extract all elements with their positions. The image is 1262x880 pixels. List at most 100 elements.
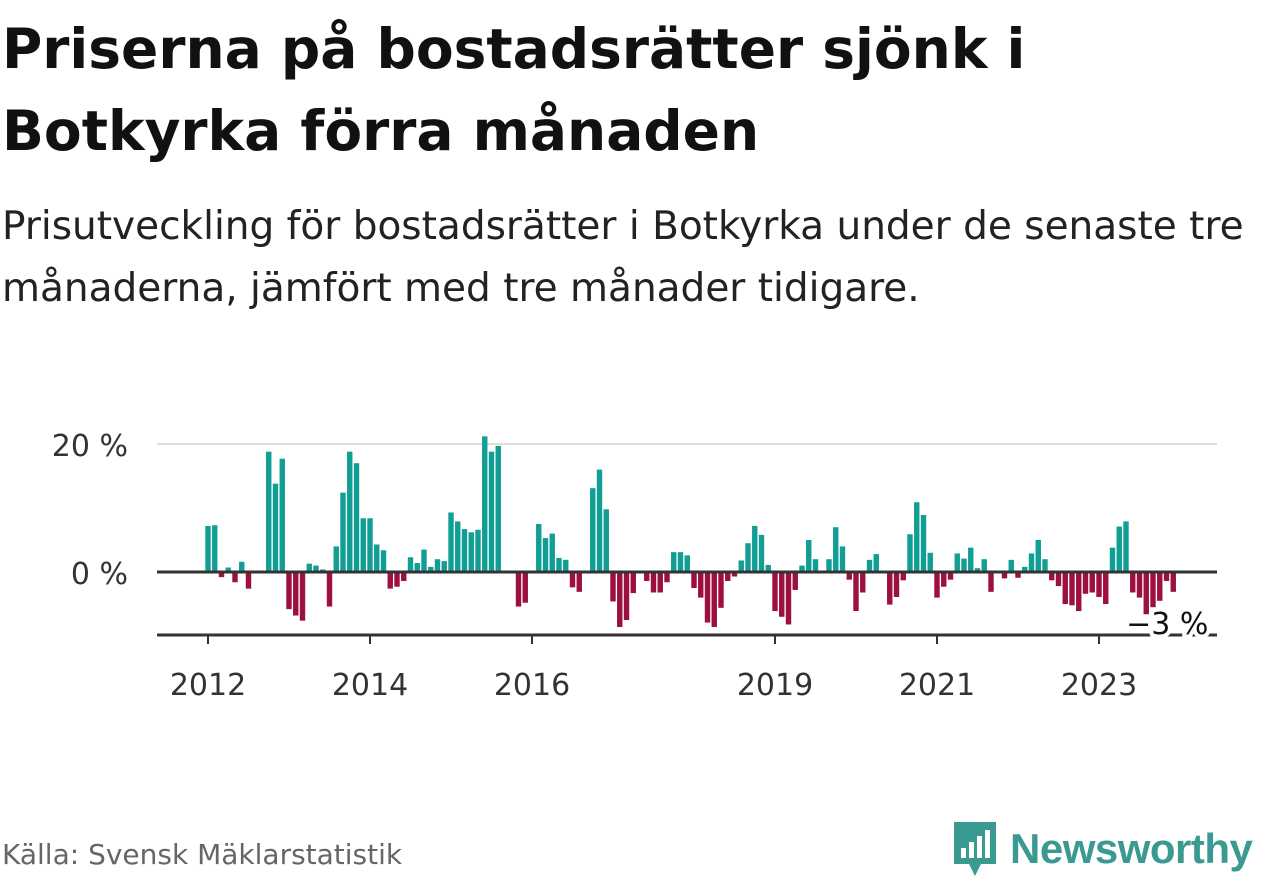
bar xyxy=(367,518,373,572)
bar xyxy=(893,572,900,597)
bar xyxy=(671,552,677,572)
bar xyxy=(934,572,940,598)
bar xyxy=(610,572,616,602)
bar-chart: 0 %20 %2012 2014 2016 2019 2021 2023−3 %−3 % xyxy=(52,429,1217,703)
bar xyxy=(657,572,663,593)
bar xyxy=(853,572,859,612)
bar xyxy=(299,572,306,621)
bar xyxy=(765,564,771,572)
axis-labels: 0 %20 %2012 2014 2016 2019 2021 2023−3 %−3 % xyxy=(52,429,1213,703)
bar xyxy=(792,572,798,590)
bar xyxy=(873,554,879,572)
bar xyxy=(360,518,366,572)
x-tick-label: 2019 xyxy=(737,668,813,703)
bar xyxy=(1035,540,1041,572)
bar xyxy=(920,515,927,572)
bar xyxy=(286,572,292,610)
bar xyxy=(326,572,333,607)
bar xyxy=(394,572,400,587)
bar xyxy=(758,534,765,572)
bar xyxy=(1103,572,1109,604)
bar xyxy=(306,563,312,572)
bar xyxy=(1096,572,1102,597)
bar xyxy=(826,559,832,572)
bar xyxy=(704,572,711,623)
bar xyxy=(1082,572,1089,594)
bar xyxy=(293,572,299,616)
bar xyxy=(1015,572,1021,578)
bar xyxy=(907,534,913,572)
bar xyxy=(623,572,630,620)
bar xyxy=(1042,559,1048,572)
bar xyxy=(745,543,751,572)
bar xyxy=(738,560,744,572)
bar xyxy=(1130,572,1136,593)
bar xyxy=(549,533,555,572)
bar xyxy=(475,529,481,572)
bar xyxy=(772,572,778,612)
bar xyxy=(1116,526,1122,572)
bar xyxy=(374,544,380,572)
x-tick-label: 2012 xyxy=(170,668,246,703)
bar xyxy=(617,572,623,628)
bar xyxy=(630,572,636,594)
bar xyxy=(387,572,393,589)
bar xyxy=(212,525,218,572)
bar xyxy=(1022,566,1028,572)
bar xyxy=(1055,572,1062,587)
bar xyxy=(333,546,339,572)
bar xyxy=(806,540,812,572)
bar xyxy=(1076,572,1082,612)
bar xyxy=(1089,572,1095,593)
bar xyxy=(279,458,285,572)
bar xyxy=(900,572,906,581)
brand-name: Newsworthy xyxy=(1010,825,1253,872)
bars xyxy=(205,436,1176,628)
bar xyxy=(1008,559,1014,572)
bar xyxy=(603,509,609,572)
bar xyxy=(718,572,724,608)
bar xyxy=(968,547,974,572)
bar xyxy=(650,572,657,593)
bar xyxy=(428,566,434,572)
chart-title: Priserna på bostadsrätter sjönk i Botkyr… xyxy=(2,17,1026,163)
newsworthy-logo: Newsworthy xyxy=(950,818,1253,880)
bar xyxy=(866,559,873,572)
x-tick-label: 2014 xyxy=(332,668,408,703)
bar xyxy=(954,553,960,572)
bar xyxy=(380,550,387,572)
bar xyxy=(1049,572,1055,581)
bar xyxy=(1157,572,1163,601)
bar xyxy=(569,572,576,588)
bar xyxy=(1069,572,1075,606)
bar xyxy=(664,572,670,583)
bar xyxy=(522,572,528,603)
bar xyxy=(225,567,231,572)
x-tick-label: 2023 xyxy=(1061,668,1137,703)
bar xyxy=(1143,572,1149,615)
bar xyxy=(232,572,238,583)
bar xyxy=(677,552,684,572)
bar xyxy=(1109,547,1116,572)
bar xyxy=(448,512,454,572)
bar xyxy=(401,572,407,581)
bar xyxy=(1001,572,1008,579)
bar xyxy=(340,492,346,572)
newsworthy-icon xyxy=(954,822,996,876)
bar xyxy=(482,436,488,572)
bar xyxy=(272,483,279,572)
bar xyxy=(576,572,582,592)
bar xyxy=(563,559,569,572)
bar xyxy=(914,502,920,572)
bar xyxy=(779,572,785,617)
bar xyxy=(205,525,211,572)
bar xyxy=(218,572,225,578)
bar xyxy=(684,555,690,572)
bar xyxy=(1028,553,1035,572)
bar xyxy=(711,572,717,628)
bar xyxy=(347,451,353,572)
bar xyxy=(266,451,272,572)
y-tick-label: 20 % xyxy=(52,429,128,464)
bar xyxy=(839,546,846,572)
bar xyxy=(515,572,522,607)
